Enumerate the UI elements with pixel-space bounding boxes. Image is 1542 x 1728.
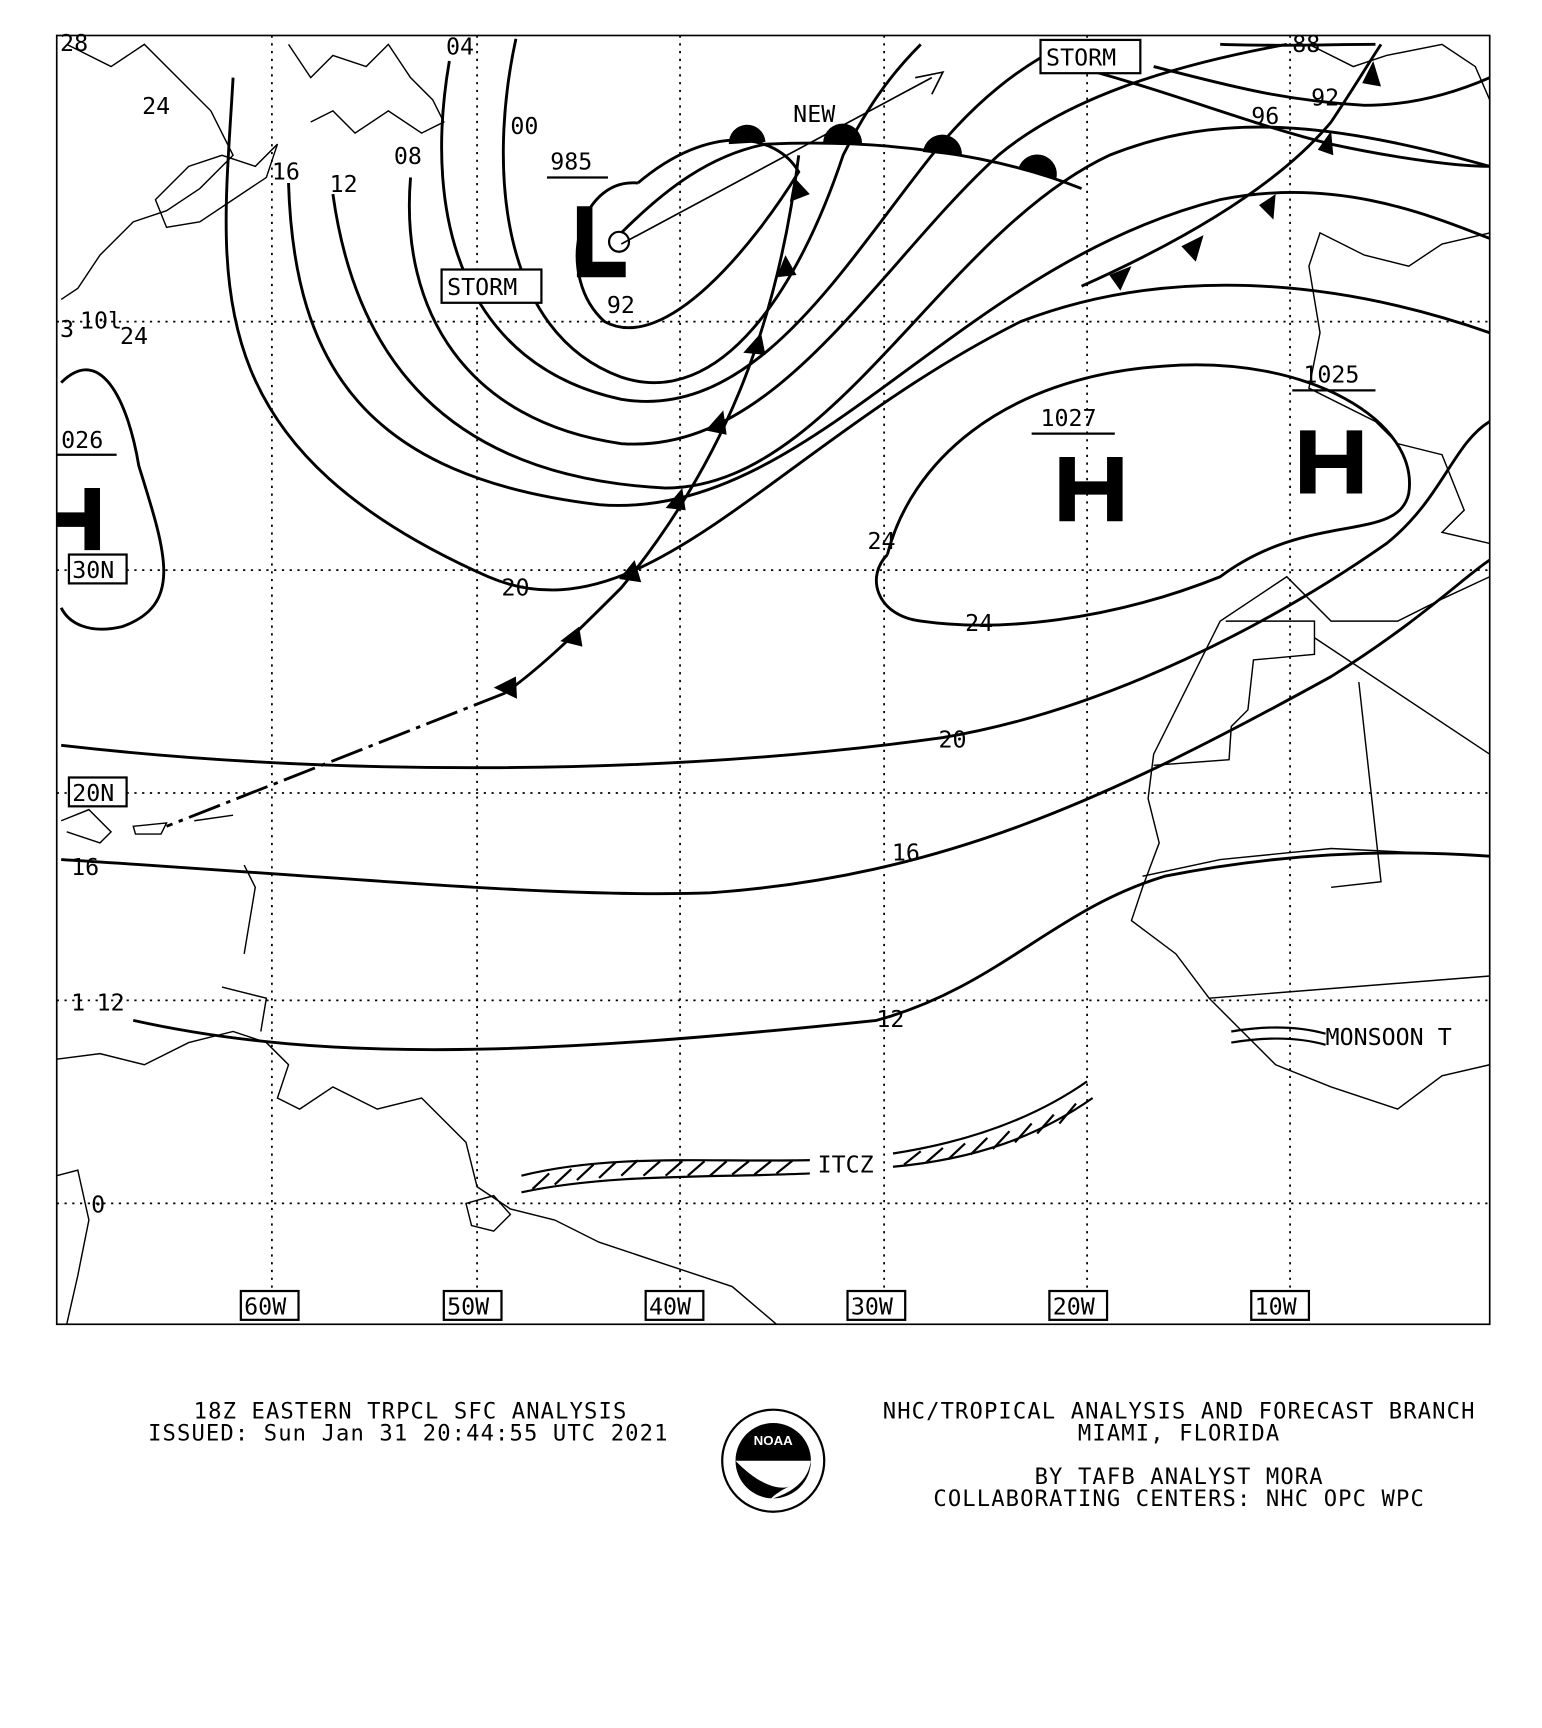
pressure-centers: 985 1027 1025 026: [56, 149, 1376, 551]
svg-text:MONSOON T: MONSOON T: [1326, 1024, 1452, 1051]
svg-text:00: 00: [510, 113, 538, 140]
svg-text:28: 28: [60, 30, 88, 57]
chart-title: 18Z EASTERN TRPCL SFC ANALYSIS: [194, 1399, 628, 1425]
isobar-labels: 28 24 16 12 08 04 00 92 88 92 96 24 24 2…: [60, 30, 1452, 1218]
svg-text:12: 12: [97, 989, 125, 1016]
svg-text:3: 3: [60, 316, 74, 343]
svg-text:40W: 40W: [649, 1293, 692, 1320]
svg-text:24: 24: [120, 323, 148, 350]
svg-text:10W: 10W: [1255, 1293, 1298, 1320]
fronts: [166, 43, 1383, 828]
cold-front: [503, 155, 801, 695]
svg-text:16: 16: [272, 159, 300, 186]
svg-text:24: 24: [965, 610, 993, 637]
svg-text:30W: 30W: [851, 1293, 894, 1320]
svg-text:30N: 30N: [72, 557, 114, 584]
svg-text:20N: 20N: [72, 780, 114, 807]
latitude-labels: 30N 20N: [67, 553, 128, 808]
high-pressure-label: 1027: [1041, 405, 1097, 432]
high-pressure-label: 026: [61, 427, 103, 454]
svg-text:NOAA: NOAA: [754, 1433, 794, 1448]
svg-text:08: 08: [394, 143, 422, 170]
cold-front-east: [1080, 43, 1383, 288]
warm-front-semicircles: [728, 123, 1057, 180]
svg-text:NEW: NEW: [793, 101, 836, 128]
svg-text:0: 0: [91, 1191, 105, 1218]
collaborating-centers: COLLABORATING CENTERS: NHC OPC WPC: [933, 1486, 1425, 1512]
svg-text:04: 04: [446, 33, 474, 60]
org-name: NHC/TROPICAL ANALYSIS AND FORECAST BRANC…: [883, 1399, 1476, 1425]
low-pressure-label: 985: [550, 149, 592, 176]
footer: 18Z EASTERN TRPCL SFC ANALYSIS ISSUED: S…: [148, 1399, 1476, 1513]
svg-text:STORM: STORM: [1046, 44, 1116, 71]
svg-text:50W: 50W: [447, 1293, 490, 1320]
svg-text:10l: 10l: [80, 307, 122, 334]
svg-text:STORM: STORM: [447, 274, 517, 301]
cold-front-triangles: [493, 177, 810, 699]
svg-text:88: 88: [1292, 31, 1320, 58]
high-center-icon: [1059, 456, 1123, 522]
high-center-icon: [56, 488, 100, 551]
low-center-icon: [576, 206, 626, 278]
high-center-icon: [1300, 430, 1363, 494]
longitude-labels: 60W 50W 40W 30W 20W 10W: [239, 1289, 1311, 1321]
grid: [56, 35, 1490, 1325]
svg-text:24: 24: [142, 93, 170, 120]
svg-text:16: 16: [71, 854, 99, 881]
storm-labels: STORM STORM NEW: [440, 38, 1142, 304]
svg-text:60W: 60W: [244, 1293, 287, 1320]
noaa-logo: NOAA: [721, 1408, 826, 1513]
svg-text:12: 12: [876, 1006, 904, 1033]
itcz: [521, 1026, 1326, 1194]
occluded-warm-front: [620, 141, 1083, 234]
coastlines: [56, 43, 1491, 1325]
svg-text:16: 16: [892, 840, 920, 867]
svg-text:24: 24: [867, 528, 895, 555]
svg-text:92: 92: [1311, 84, 1339, 111]
svg-text:20: 20: [938, 727, 966, 754]
svg-text:12: 12: [330, 171, 358, 198]
svg-text:96: 96: [1251, 103, 1279, 130]
location: MIAMI, FLORIDA: [1078, 1421, 1280, 1447]
svg-text:92: 92: [607, 292, 635, 319]
high-pressure-label: 1025: [1303, 362, 1359, 389]
issued-time: ISSUED: Sun Jan 31 20:44:55 UTC 2021: [148, 1421, 668, 1447]
svg-text:20W: 20W: [1053, 1293, 1096, 1320]
svg-text:20: 20: [501, 575, 529, 602]
analyst: BY TAFB ANALYST MORA: [1035, 1464, 1324, 1490]
svg-text:ITCZ: ITCZ: [818, 1151, 874, 1178]
svg-text:1: 1: [71, 989, 85, 1016]
dissipating-front: [166, 691, 506, 828]
